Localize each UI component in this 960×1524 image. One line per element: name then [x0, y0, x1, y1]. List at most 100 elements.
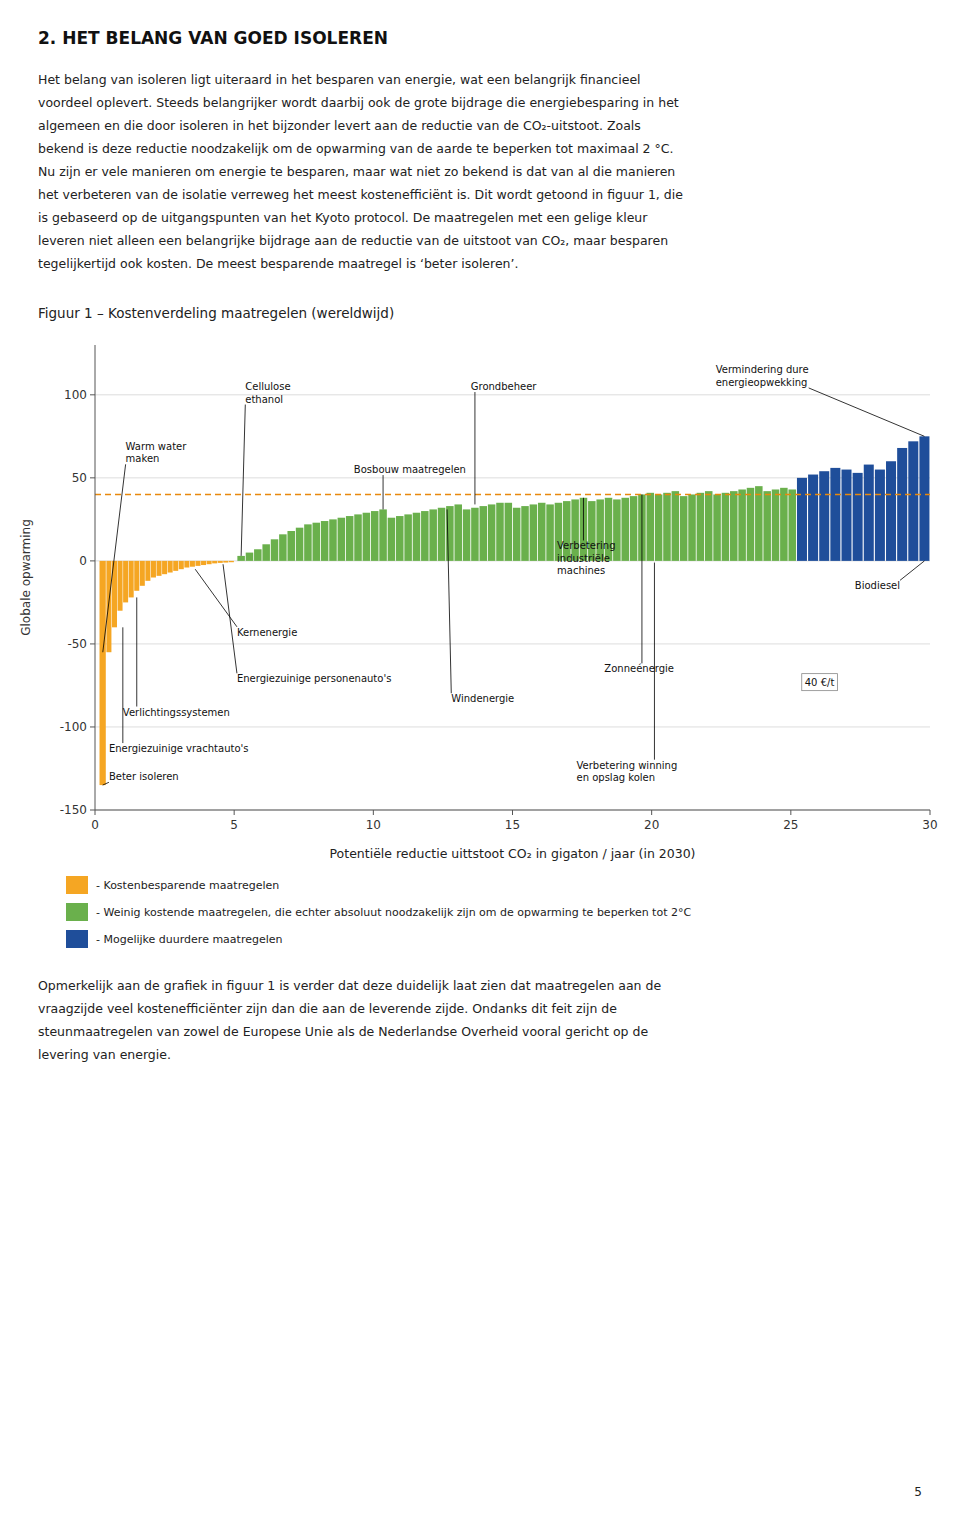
annotation-text: Zonneénergie — [604, 663, 674, 674]
paragraph-line: voordeel oplevert. Steeds belangrijker w… — [38, 95, 679, 110]
paragraph-line: algemeen en die door isoleren in het bij… — [38, 118, 641, 133]
bar — [413, 513, 421, 561]
bar — [788, 489, 796, 560]
annotation-text: Verbeteringindustriëlemachines — [557, 540, 615, 576]
bar — [521, 506, 529, 561]
bar — [563, 501, 571, 561]
bar-series — [237, 486, 796, 561]
annotation-text: 40 €/t — [805, 677, 835, 688]
bar — [471, 508, 479, 561]
bar — [722, 493, 730, 561]
bar — [463, 509, 471, 560]
section-heading: 2. HET BELANG VAN GOED ISOLEREN — [38, 28, 388, 48]
bar — [363, 513, 371, 561]
bar — [388, 518, 396, 561]
annotation-arrow — [122, 627, 123, 743]
annotation-arrow — [195, 569, 237, 627]
annotation-text: Kernenergie — [237, 627, 297, 638]
annotation-line: ethanol — [245, 394, 283, 405]
bar — [151, 561, 156, 578]
x-tick — [651, 810, 652, 815]
bar — [287, 531, 295, 561]
y-tick-label: -100 — [60, 720, 87, 734]
bar — [505, 503, 513, 561]
bar — [212, 561, 217, 563]
annotation: Verbeteringindustriëlemachines — [557, 498, 615, 577]
annotation: Warm watermaken — [103, 441, 187, 652]
y-axis-label: Globale opwarming — [19, 519, 33, 636]
bar — [830, 468, 840, 561]
bar — [218, 561, 223, 563]
bar — [145, 561, 150, 581]
annotation-arrow — [241, 405, 245, 556]
bar — [396, 516, 404, 561]
bar — [134, 561, 139, 591]
bar — [663, 493, 671, 561]
annotation-line: Energiezuinige vrachtauto's — [109, 743, 249, 754]
bar — [304, 524, 312, 561]
bar — [808, 475, 818, 561]
paragraph-line: Nu zijn er vele manieren om energie te b… — [38, 164, 675, 179]
annotation-arrow — [654, 563, 655, 760]
annotation: Cellulose ethanol — [241, 381, 290, 556]
paragraph-line: bekend is deze reductie noodzakelijk om … — [38, 141, 674, 156]
chart-title: Figuur 1 – Kostenverdeling maatregelen (… — [38, 305, 394, 321]
bar — [118, 561, 123, 611]
bar — [454, 504, 462, 560]
bar — [819, 471, 829, 561]
y-axis-line — [95, 345, 96, 810]
bar — [919, 436, 929, 561]
bar — [772, 489, 780, 560]
x-tick-label: 0 — [91, 818, 99, 832]
y-tick-label: 100 — [64, 388, 87, 402]
annotation: Vermindering dureenergieopwekking — [716, 364, 925, 436]
bar — [688, 494, 696, 560]
annotation-text: Verbetering winningen opslag kolen — [577, 760, 678, 784]
annotation-line: Windenergie — [451, 693, 514, 704]
x-tick — [930, 810, 931, 815]
annotation-box — [802, 674, 838, 691]
paragraph-line: levering van energie. — [38, 1047, 171, 1062]
y-tick — [90, 726, 95, 727]
annotation-arrow — [809, 388, 925, 436]
annotation-text: Verlichtingssystemen — [123, 707, 230, 718]
annotation-line: Energiezuinige personenauto's — [237, 673, 391, 684]
x-tick-label: 15 — [505, 818, 520, 832]
bar — [354, 514, 362, 561]
annotation-line: Verbetering winning — [577, 760, 678, 771]
annotation: Kernenergie — [195, 569, 297, 638]
annotation-arrow — [223, 564, 237, 673]
page: 2. HET BELANG VAN GOED ISOLERENHet belan… — [0, 0, 960, 1524]
bar — [697, 493, 705, 561]
bar — [588, 501, 596, 561]
bar — [875, 470, 885, 561]
y-tick — [90, 810, 95, 811]
bar — [496, 503, 504, 561]
bar — [173, 561, 178, 571]
annotation-arrow — [583, 498, 584, 541]
x-tick — [373, 810, 374, 815]
annotation: Energiezuinige personenauto's — [223, 564, 391, 684]
annotation-arrow — [641, 494, 642, 663]
bar — [853, 473, 863, 561]
legend-swatch — [66, 903, 88, 921]
annotation-line: Verbetering — [557, 540, 615, 551]
bar — [207, 561, 212, 564]
x-tick-label: 25 — [783, 818, 798, 832]
bar — [184, 561, 189, 568]
bar — [538, 503, 546, 561]
annotation-line: Cellulose — [245, 381, 290, 392]
bar — [321, 521, 329, 561]
annotation-text: Grondbeheer — [471, 381, 538, 392]
x-tick — [95, 810, 96, 815]
bar — [730, 491, 738, 561]
bar — [672, 491, 680, 561]
x-tick-label: 5 — [230, 818, 238, 832]
bar — [747, 488, 755, 561]
annotation-line: Biodiesel — [855, 580, 900, 591]
annotation-text: Vermindering dureenergieopwekking — [716, 364, 809, 388]
bar — [157, 561, 162, 576]
bar — [179, 561, 184, 569]
annotation: Biodiesel — [855, 561, 925, 591]
paragraph-line: tegelijkertijd ook kosten. De meest besp… — [38, 256, 518, 271]
